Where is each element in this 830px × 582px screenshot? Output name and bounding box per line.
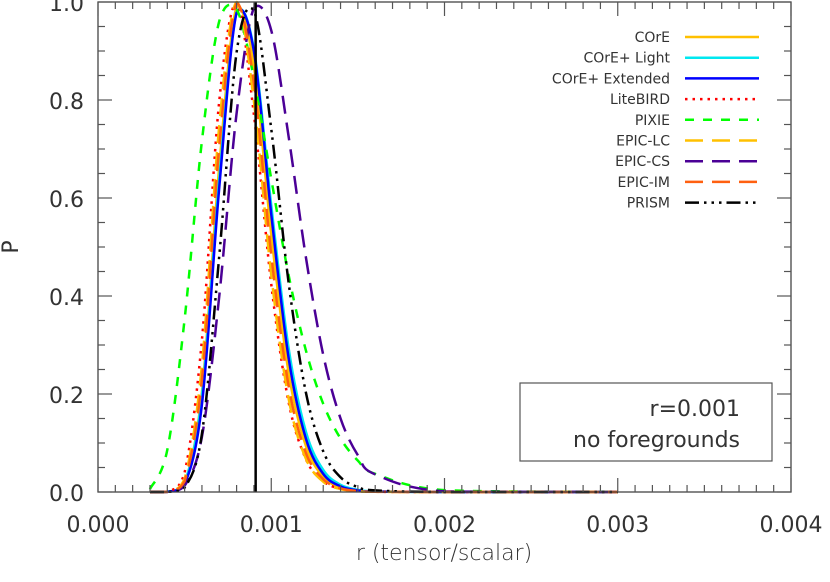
- legend-label: COrE+ Extended: [552, 71, 670, 87]
- y-tick-label: 0.0: [49, 482, 84, 507]
- axis-ticks: [97, 1, 792, 493]
- legend-label: EPIC-CS: [615, 154, 670, 170]
- x-tick-label: 0.004: [760, 513, 823, 538]
- x-axis-label: r (tensor/scalar): [356, 541, 532, 566]
- legend-label: LiteBIRD: [610, 92, 670, 108]
- series-line-litebird: [149, 1, 618, 494]
- series-line-prism: [149, 6, 618, 494]
- tick-labels: 0.000 0.001 0.002 0.003 0.004 0.0 0.2 0.4 0.6 0.8…: [49, 0, 822, 538]
- x-tick-label: 0.002: [413, 513, 476, 538]
- legend-label: COrE: [635, 30, 670, 46]
- legend-label: PIXIE: [635, 113, 670, 129]
- annotation-line1: r=0.001: [650, 397, 740, 422]
- x-tick-label: 0.003: [586, 513, 649, 538]
- y-axis-label: P: [0, 240, 24, 253]
- y-tick-label: 0.8: [49, 90, 84, 115]
- legend: COrE COrE+ Light COrE+ Extended LiteBIRD PIX…: [552, 30, 759, 212]
- x-tick-label: 0.001: [240, 513, 303, 538]
- y-tick-label: 0.2: [49, 384, 84, 409]
- legend-label: EPIC-LC: [616, 134, 670, 150]
- legend-label: PRISM: [627, 196, 670, 212]
- annotation-box: r=0.001 no foregrounds: [519, 382, 773, 462]
- x-tick-label: 0.000: [67, 513, 130, 538]
- legend-label: COrE+ Light: [583, 51, 670, 67]
- annotation-line2: no foregrounds: [573, 428, 740, 453]
- y-tick-label: 1.0: [49, 0, 84, 17]
- y-tick-label: 0.6: [49, 188, 84, 213]
- legend-label: EPIC-IM: [618, 175, 670, 191]
- y-tick-label: 0.4: [49, 286, 84, 311]
